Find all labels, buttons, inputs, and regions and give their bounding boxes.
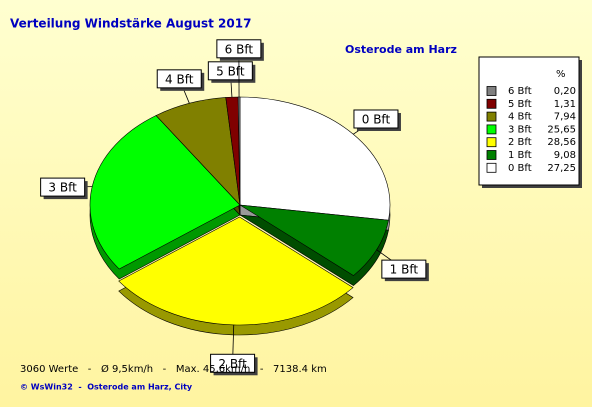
legend-swatch: [486, 150, 497, 160]
legend-label: 6 Bft: [508, 86, 532, 97]
label-box: [156, 69, 202, 89]
slice-label: 1 Bft: [390, 263, 419, 277]
slice-label: 6 Bft: [225, 42, 254, 56]
legend-label: 2 Bft: [508, 137, 532, 148]
legend-swatch: [486, 98, 497, 109]
legend-swatch: [486, 124, 497, 135]
label-box: [207, 61, 253, 81]
slice: [118, 216, 354, 326]
legend-label: 0 Bft: [508, 163, 532, 174]
chart-title: Verteilung Windstärke August 2017: [10, 17, 251, 31]
legend-label: 4 Bft: [508, 112, 532, 123]
legend-value: 9,08: [554, 150, 576, 161]
slice-label: 5 Bft: [216, 64, 245, 78]
slice-label: 0 Bft: [362, 112, 391, 126]
footer: 3060 Werte - Ø 9,5km/h - Max. 45,6km/h -…: [20, 363, 327, 375]
legend-label: 3 Bft: [508, 124, 532, 135]
copyright: © WsWin32 - Osterode am Harz, City: [20, 383, 193, 392]
legend-value: 27,25: [547, 163, 576, 174]
legend-value: 1,31: [554, 99, 576, 110]
label-box: [210, 353, 256, 373]
legend-header: %: [556, 69, 566, 80]
slice-label: 4 Bft: [165, 72, 194, 86]
label-box: [381, 259, 427, 279]
slice-label: 3 Bft: [48, 181, 77, 195]
label-box: [40, 177, 86, 197]
legend-label: 5 Bft: [508, 99, 532, 110]
slice-labels: 0 Bft 1 Bft 2 Bft 3 Bft 4 Bft 5 Bft 6 Bft: [40, 39, 429, 376]
legend: % 6 Bft 0,20 5 Bft 1,31 4 Bft 7,94 3 Bft 25,65 2…: [478, 56, 582, 188]
slice-label: 2 Bft: [218, 357, 247, 371]
legend-swatch: [486, 162, 497, 173]
legend-swatch: [486, 137, 497, 148]
label-box: [353, 109, 399, 129]
legend-swatch: [486, 111, 497, 122]
legend-value: 7,94: [554, 112, 576, 123]
chart-subtitle: Osterode am Harz: [345, 43, 457, 56]
legend-value: 0,20: [554, 86, 576, 97]
legend-value: 28,56: [547, 137, 576, 148]
label-box: [216, 39, 262, 59]
legend-label: 1 Bft: [508, 150, 532, 161]
legend-swatch: [486, 86, 497, 96]
legend-value: 25,65: [547, 124, 576, 135]
pie: [89, 96, 391, 336]
slice: [239, 204, 389, 276]
